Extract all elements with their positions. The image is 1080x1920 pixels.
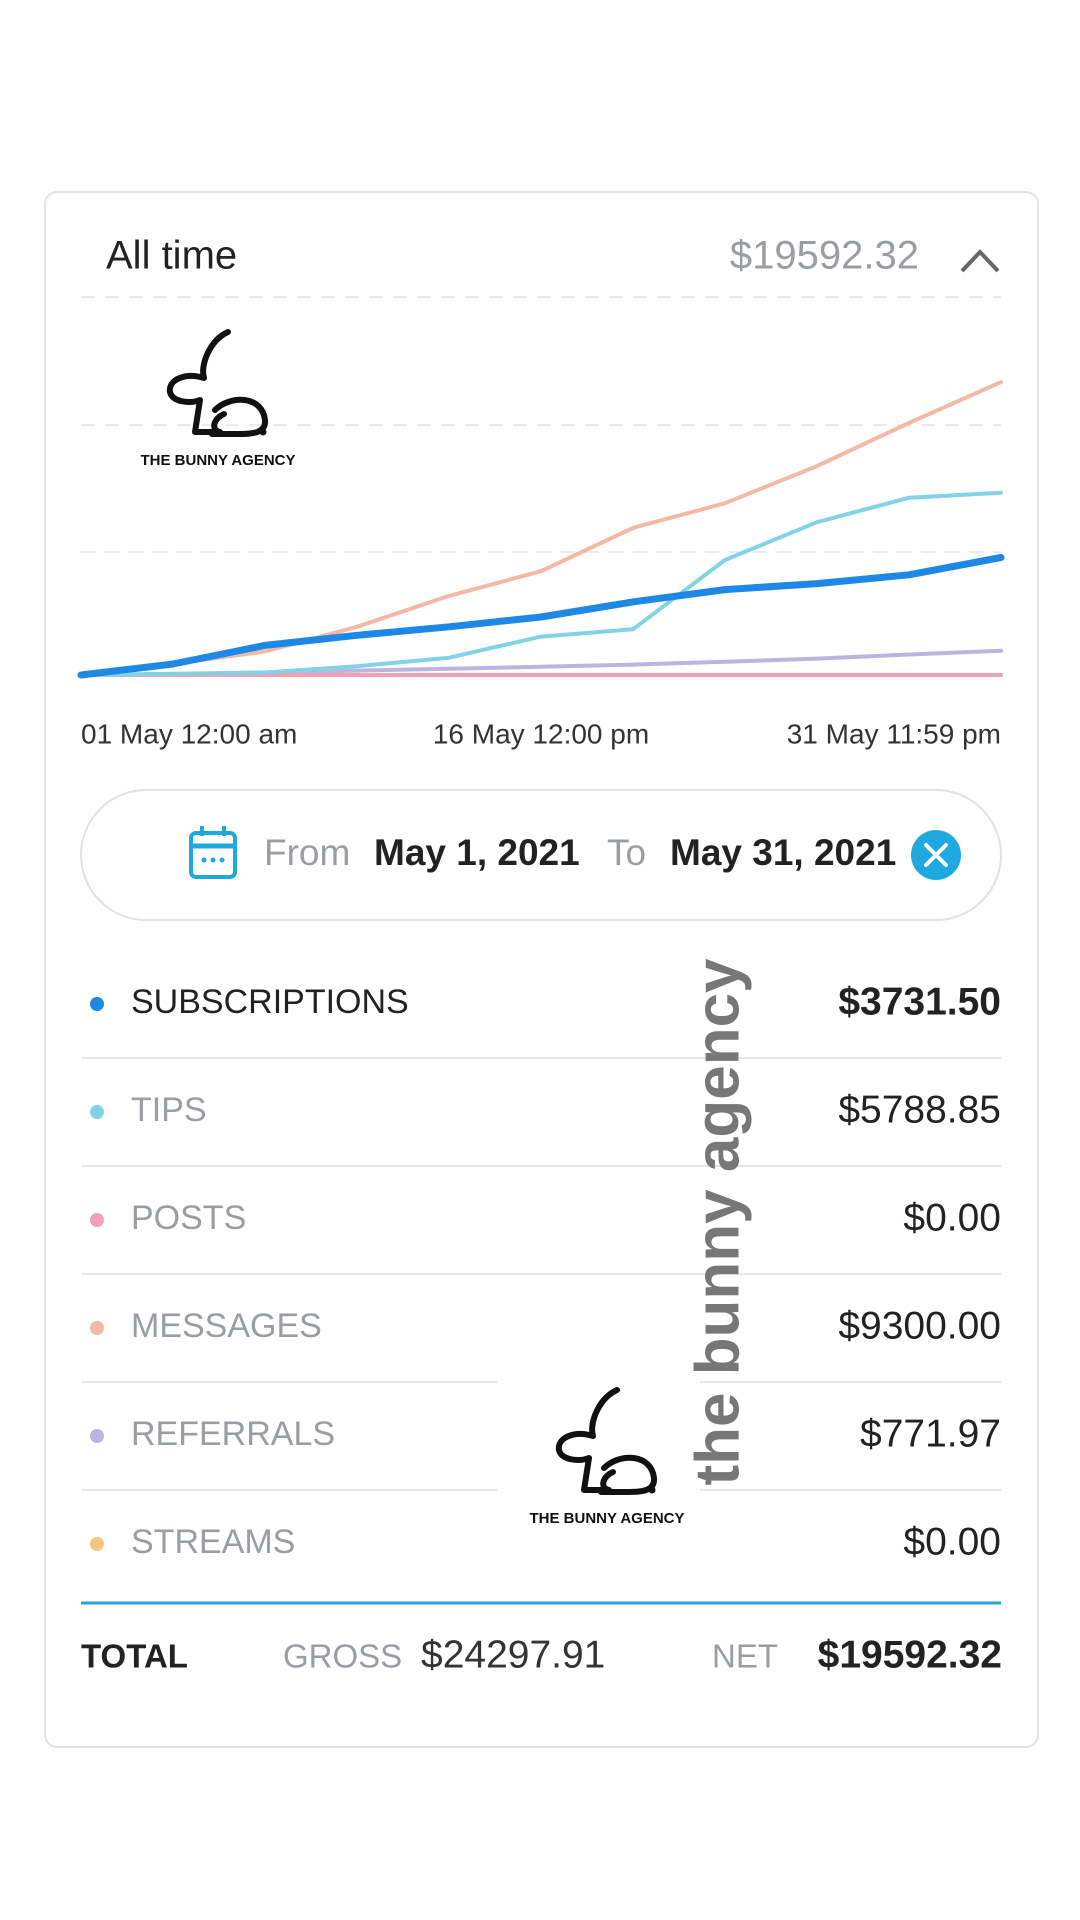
logo: THE BUNNY AGENCY	[529, 1387, 685, 1527]
row-amount: $0.00	[903, 1520, 1001, 1563]
legend-dot	[90, 997, 104, 1011]
row-amount: $771.97	[860, 1412, 1001, 1455]
row-label: MESSAGES	[131, 1307, 322, 1345]
logo: THE BUNNY AGENCY	[140, 329, 296, 469]
calendar-body	[189, 831, 237, 879]
calendar-icon	[189, 826, 237, 879]
legend-dot	[90, 1105, 104, 1119]
bunny-icon	[166, 329, 269, 437]
header-amount: $19592.32	[730, 234, 919, 278]
legend-dot	[90, 1213, 104, 1227]
bunny-dot	[648, 1486, 656, 1494]
series-line	[77, 554, 1005, 679]
logo-text: THE BUNNY AGENCY	[140, 452, 295, 469]
total-label: TOTAL	[81, 1638, 188, 1675]
calendar-dot	[219, 857, 225, 863]
logo-text: THE BUNNY AGENCY	[529, 1510, 684, 1527]
row-label: REFERRALS	[131, 1415, 335, 1453]
period-title: All time	[106, 234, 237, 278]
x-tick-label: 01 May 12:00 am	[81, 718, 297, 749]
to-label: To	[607, 832, 646, 873]
row-amount: $3731.50	[838, 980, 1001, 1023]
to-date[interactable]: May 31, 2021	[670, 832, 896, 873]
calendar-dot	[201, 857, 207, 863]
card	[44, 191, 1039, 1748]
row-label: STREAMS	[131, 1523, 295, 1561]
row-label: TIPS	[131, 1091, 207, 1129]
legend-dot	[90, 1429, 104, 1443]
net-label: NET	[712, 1638, 778, 1675]
clear-button[interactable]	[911, 830, 961, 880]
x-tick-label: 31 May 11:59 pm	[787, 718, 1001, 749]
gross-amount: $24297.91	[421, 1633, 605, 1676]
from-date[interactable]: May 1, 2021	[374, 832, 580, 873]
legend-dot	[90, 1537, 104, 1551]
clear-x	[924, 843, 948, 867]
row-label: SUBSCRIPTIONS	[131, 983, 409, 1021]
calendar-dot	[210, 857, 216, 863]
row-amount: $0.00	[903, 1196, 1001, 1239]
legend-dot	[90, 1321, 104, 1335]
from-label: From	[264, 832, 350, 873]
gross-label: GROSS	[283, 1638, 402, 1675]
watermark-text: the bunny agency	[683, 958, 752, 1486]
row-label: POSTS	[131, 1199, 246, 1237]
net-amount: $19592.32	[818, 1633, 1002, 1676]
bunny-dot	[259, 428, 267, 436]
series-line	[79, 380, 1003, 677]
x-tick-label: 16 May 12:00 pm	[433, 718, 649, 749]
series-line	[79, 490, 1003, 677]
row-amount: $5788.85	[838, 1088, 1001, 1131]
date-range-pill[interactable]	[80, 789, 1002, 921]
row-amount: $9300.00	[838, 1304, 1001, 1347]
bunny-icon	[555, 1387, 658, 1495]
collapse-chevron[interactable]	[960, 249, 1000, 273]
